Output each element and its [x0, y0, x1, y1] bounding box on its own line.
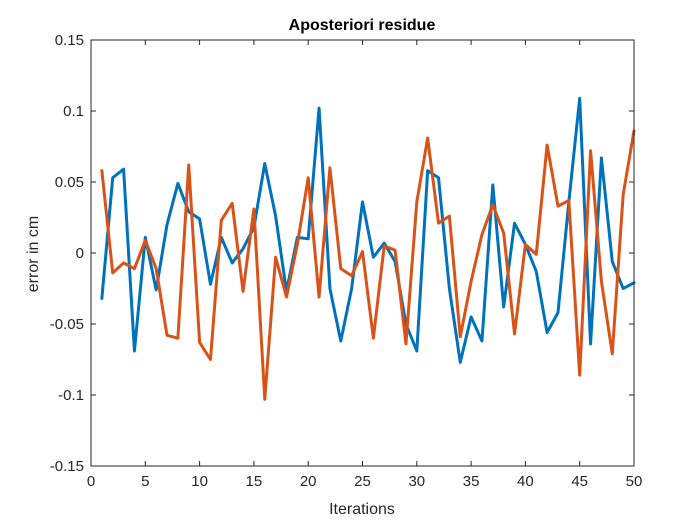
x-axis-label: Iterations — [329, 501, 395, 518]
x-tick-label: 20 — [300, 473, 317, 490]
y-axis-label: error in cm — [25, 216, 42, 292]
y-tick-label: -0.05 — [50, 316, 84, 333]
x-tick-label: 50 — [626, 473, 643, 490]
y-tick-label: 0.05 — [55, 174, 84, 191]
y-tick-label: 0 — [76, 245, 84, 262]
series-line-2 — [100, 129, 636, 401]
x-tick-label: 40 — [517, 473, 534, 490]
x-tick-label: 0 — [87, 473, 95, 490]
x-tick-label: 5 — [141, 473, 149, 490]
y-tick-label: 0.15 — [55, 32, 84, 49]
y-tick-label: -0.15 — [50, 458, 84, 475]
x-tick-label: 35 — [463, 473, 480, 490]
x-tick-label: 10 — [191, 473, 208, 490]
y-tick-label: 0.1 — [63, 103, 84, 120]
x-tick-label: 25 — [354, 473, 371, 490]
y-tick-label: -0.1 — [58, 387, 84, 404]
x-tick-label: 45 — [571, 473, 588, 490]
x-tick-label: 15 — [246, 473, 263, 490]
chart-title: Aposteriori residue — [289, 17, 436, 34]
x-tick-label: 30 — [408, 473, 425, 490]
